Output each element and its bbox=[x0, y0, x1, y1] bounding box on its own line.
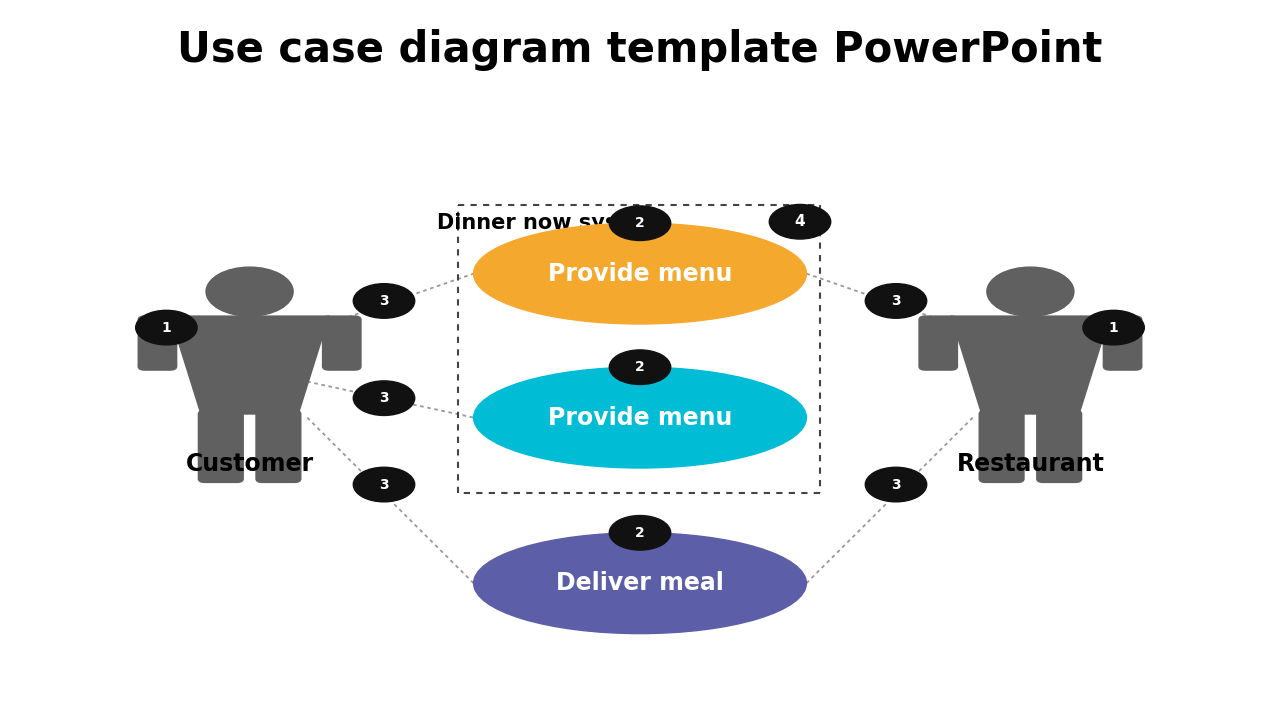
Text: 3: 3 bbox=[379, 477, 389, 492]
FancyBboxPatch shape bbox=[919, 316, 957, 370]
Text: 3: 3 bbox=[379, 294, 389, 308]
Circle shape bbox=[206, 267, 293, 316]
Ellipse shape bbox=[474, 223, 806, 324]
Text: Restaurant: Restaurant bbox=[956, 452, 1105, 477]
Text: 3: 3 bbox=[379, 391, 389, 405]
Text: Provide menu: Provide menu bbox=[548, 261, 732, 286]
Circle shape bbox=[353, 381, 415, 415]
Text: 3: 3 bbox=[891, 294, 901, 308]
Ellipse shape bbox=[474, 367, 806, 468]
Circle shape bbox=[1083, 310, 1144, 345]
Text: Provide menu: Provide menu bbox=[548, 405, 732, 430]
Ellipse shape bbox=[474, 533, 806, 634]
Text: 1: 1 bbox=[1108, 320, 1119, 335]
Text: 4: 4 bbox=[795, 215, 805, 229]
Polygon shape bbox=[951, 316, 1110, 414]
Text: Dinner now system: Dinner now system bbox=[438, 213, 663, 233]
FancyBboxPatch shape bbox=[198, 410, 243, 482]
Circle shape bbox=[353, 467, 415, 502]
Text: 2: 2 bbox=[635, 216, 645, 230]
Circle shape bbox=[353, 284, 415, 318]
Text: Deliver meal: Deliver meal bbox=[556, 571, 724, 595]
FancyBboxPatch shape bbox=[323, 316, 361, 370]
Text: Customer: Customer bbox=[186, 452, 314, 477]
FancyBboxPatch shape bbox=[1037, 410, 1082, 482]
FancyBboxPatch shape bbox=[256, 410, 301, 482]
Circle shape bbox=[609, 350, 671, 384]
Circle shape bbox=[865, 467, 927, 502]
Text: 3: 3 bbox=[891, 477, 901, 492]
FancyBboxPatch shape bbox=[138, 316, 177, 370]
Polygon shape bbox=[170, 316, 329, 414]
Circle shape bbox=[769, 204, 831, 239]
Circle shape bbox=[609, 206, 671, 240]
Circle shape bbox=[865, 284, 927, 318]
Text: 1: 1 bbox=[161, 320, 172, 335]
Text: 2: 2 bbox=[635, 526, 645, 540]
Circle shape bbox=[609, 516, 671, 550]
Text: 2: 2 bbox=[635, 360, 645, 374]
Circle shape bbox=[136, 310, 197, 345]
Text: Use case diagram template PowerPoint: Use case diagram template PowerPoint bbox=[178, 30, 1102, 71]
FancyBboxPatch shape bbox=[1103, 316, 1142, 370]
Circle shape bbox=[987, 267, 1074, 316]
FancyBboxPatch shape bbox=[979, 410, 1024, 482]
